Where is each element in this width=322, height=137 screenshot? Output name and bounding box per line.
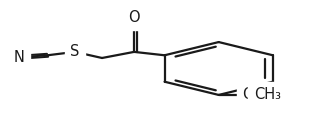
Text: N: N xyxy=(13,50,24,65)
Text: O: O xyxy=(128,10,140,25)
Text: O: O xyxy=(242,87,254,102)
Text: S: S xyxy=(70,44,80,59)
Text: CH₃: CH₃ xyxy=(254,87,281,102)
